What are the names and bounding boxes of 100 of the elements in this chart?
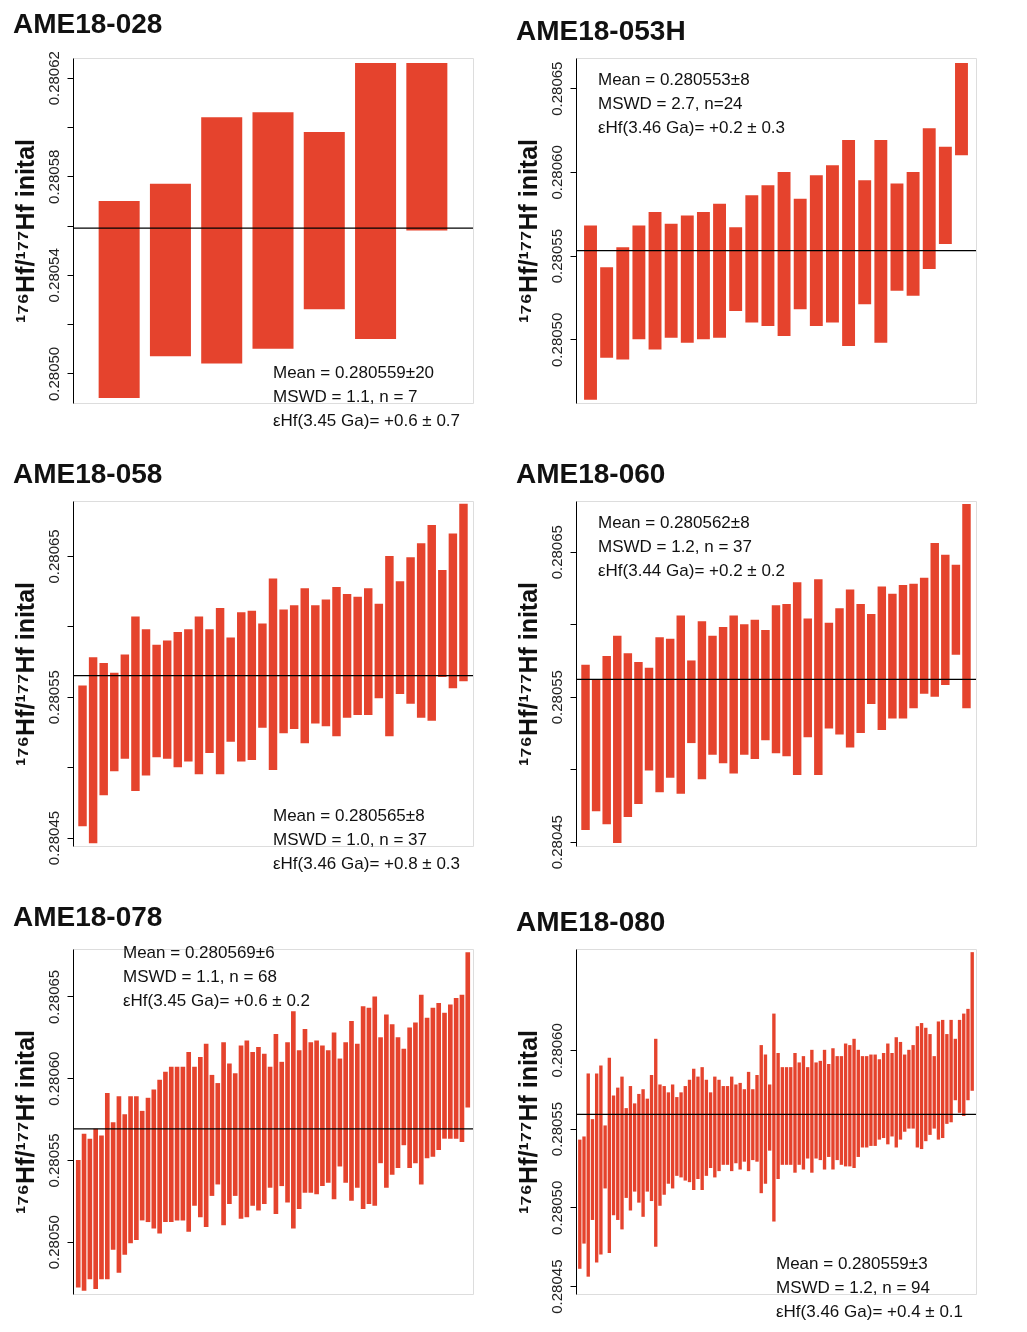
bar — [237, 612, 246, 762]
bar — [342, 593, 352, 718]
bar — [771, 605, 781, 754]
y-axis-title: ¹⁷⁶Hf/¹⁷⁷Hf inital — [10, 138, 39, 324]
bar — [634, 661, 643, 804]
bar — [98, 200, 140, 399]
bar — [687, 660, 696, 744]
bar — [792, 582, 802, 775]
bar — [793, 1052, 797, 1173]
chart-title: AME18-058 — [13, 458, 163, 489]
y-tick-label: 0.28060 — [44, 1051, 62, 1106]
y-axis-title: ¹⁷⁶Hf/¹⁷⁷Hf inital — [10, 581, 39, 767]
bar — [641, 1089, 645, 1217]
bar — [713, 203, 726, 338]
y-tick-label: 0.28062 — [44, 51, 62, 106]
bar — [427, 524, 436, 721]
bar — [88, 657, 98, 844]
bar — [761, 630, 770, 741]
bar — [99, 662, 108, 796]
bar — [258, 623, 267, 728]
annotation: εHf(3.45 Ga)= +0.6 ± 0.2 — [123, 991, 311, 1010]
bar — [120, 654, 130, 759]
bar — [782, 603, 791, 757]
y-tick-label: 0.28065 — [44, 529, 62, 584]
bar — [696, 212, 710, 340]
bar — [919, 577, 929, 694]
bar — [648, 212, 662, 350]
bar — [826, 165, 839, 323]
bar — [676, 615, 685, 794]
bar — [184, 629, 193, 762]
bar — [697, 621, 707, 780]
bar — [268, 578, 278, 770]
bar — [385, 555, 394, 737]
bar — [874, 140, 888, 343]
bar — [814, 579, 823, 775]
bar — [395, 581, 405, 694]
bar — [448, 533, 458, 689]
bar — [438, 570, 447, 678]
bar — [173, 631, 182, 768]
annotation: Mean = 0.280569±6 — [123, 943, 275, 962]
chart-title: AME18-078 — [13, 901, 163, 932]
y-tick-label: 0.28065 — [44, 969, 62, 1025]
y-tick-label: 0.28060 — [547, 1023, 565, 1078]
y-tick-label: 0.28055 — [44, 1133, 62, 1188]
bar — [279, 609, 288, 734]
bar — [831, 1048, 835, 1170]
bar — [194, 616, 204, 775]
bar — [680, 215, 694, 343]
bar — [930, 543, 939, 697]
bar — [852, 1038, 856, 1168]
bar — [374, 603, 384, 699]
chart-title: AME18-028 — [13, 7, 163, 39]
bar — [761, 185, 775, 326]
bar — [300, 588, 309, 744]
bar — [772, 1013, 776, 1222]
y-tick-label: 0.28065 — [547, 61, 565, 116]
y-tick-label: 0.28060 — [547, 145, 565, 200]
bar — [355, 62, 397, 339]
bar — [738, 1082, 742, 1170]
y-tick-label: 0.28045 — [547, 1259, 565, 1314]
bar — [655, 637, 664, 793]
bar — [869, 1054, 873, 1146]
bar — [416, 543, 426, 718]
bar — [877, 586, 887, 731]
bar — [873, 1054, 877, 1146]
bar — [311, 605, 320, 724]
text: εHf(3.45 Ga)= +0.6 ± 0.7 — [273, 411, 461, 430]
bar — [353, 596, 362, 716]
bar — [700, 1067, 704, 1191]
bar — [215, 608, 225, 775]
bar — [620, 1076, 624, 1230]
y-axis-title: ¹⁷⁶Hf/¹⁷⁷Hf inital — [513, 1029, 542, 1215]
bar — [600, 267, 614, 358]
y-tick-label: 0.28058 — [44, 149, 62, 204]
bar — [289, 605, 299, 730]
bar — [745, 195, 759, 323]
bar — [584, 225, 597, 400]
bar — [78, 685, 87, 827]
bar — [226, 637, 235, 742]
bar — [665, 638, 675, 778]
y-tick-label: 0.28050 — [547, 312, 565, 367]
annotation: MSWD = 1.1, n = 68 — [123, 967, 278, 986]
y-tick-label: 0.28055 — [547, 670, 565, 725]
bar — [152, 644, 161, 758]
bar — [898, 585, 908, 719]
y-tick-label: 0.28050 — [547, 1180, 565, 1235]
chart-title: AME18-053H — [516, 15, 686, 46]
bar — [632, 225, 646, 340]
y-tick-label: 0.28050 — [44, 1215, 62, 1270]
bar — [406, 557, 415, 704]
bar — [962, 503, 971, 709]
bar — [664, 223, 678, 338]
bar — [907, 1049, 911, 1129]
bar — [793, 198, 807, 310]
bar — [845, 589, 855, 748]
bar — [247, 610, 257, 761]
y-axis-title: ¹⁷⁶Hf/¹⁷⁷Hf inital — [10, 1029, 39, 1215]
bar — [581, 664, 590, 831]
y-tick-label: 0.28055 — [547, 229, 565, 284]
annotation: Mean = 0.280559±20 — [273, 363, 435, 382]
